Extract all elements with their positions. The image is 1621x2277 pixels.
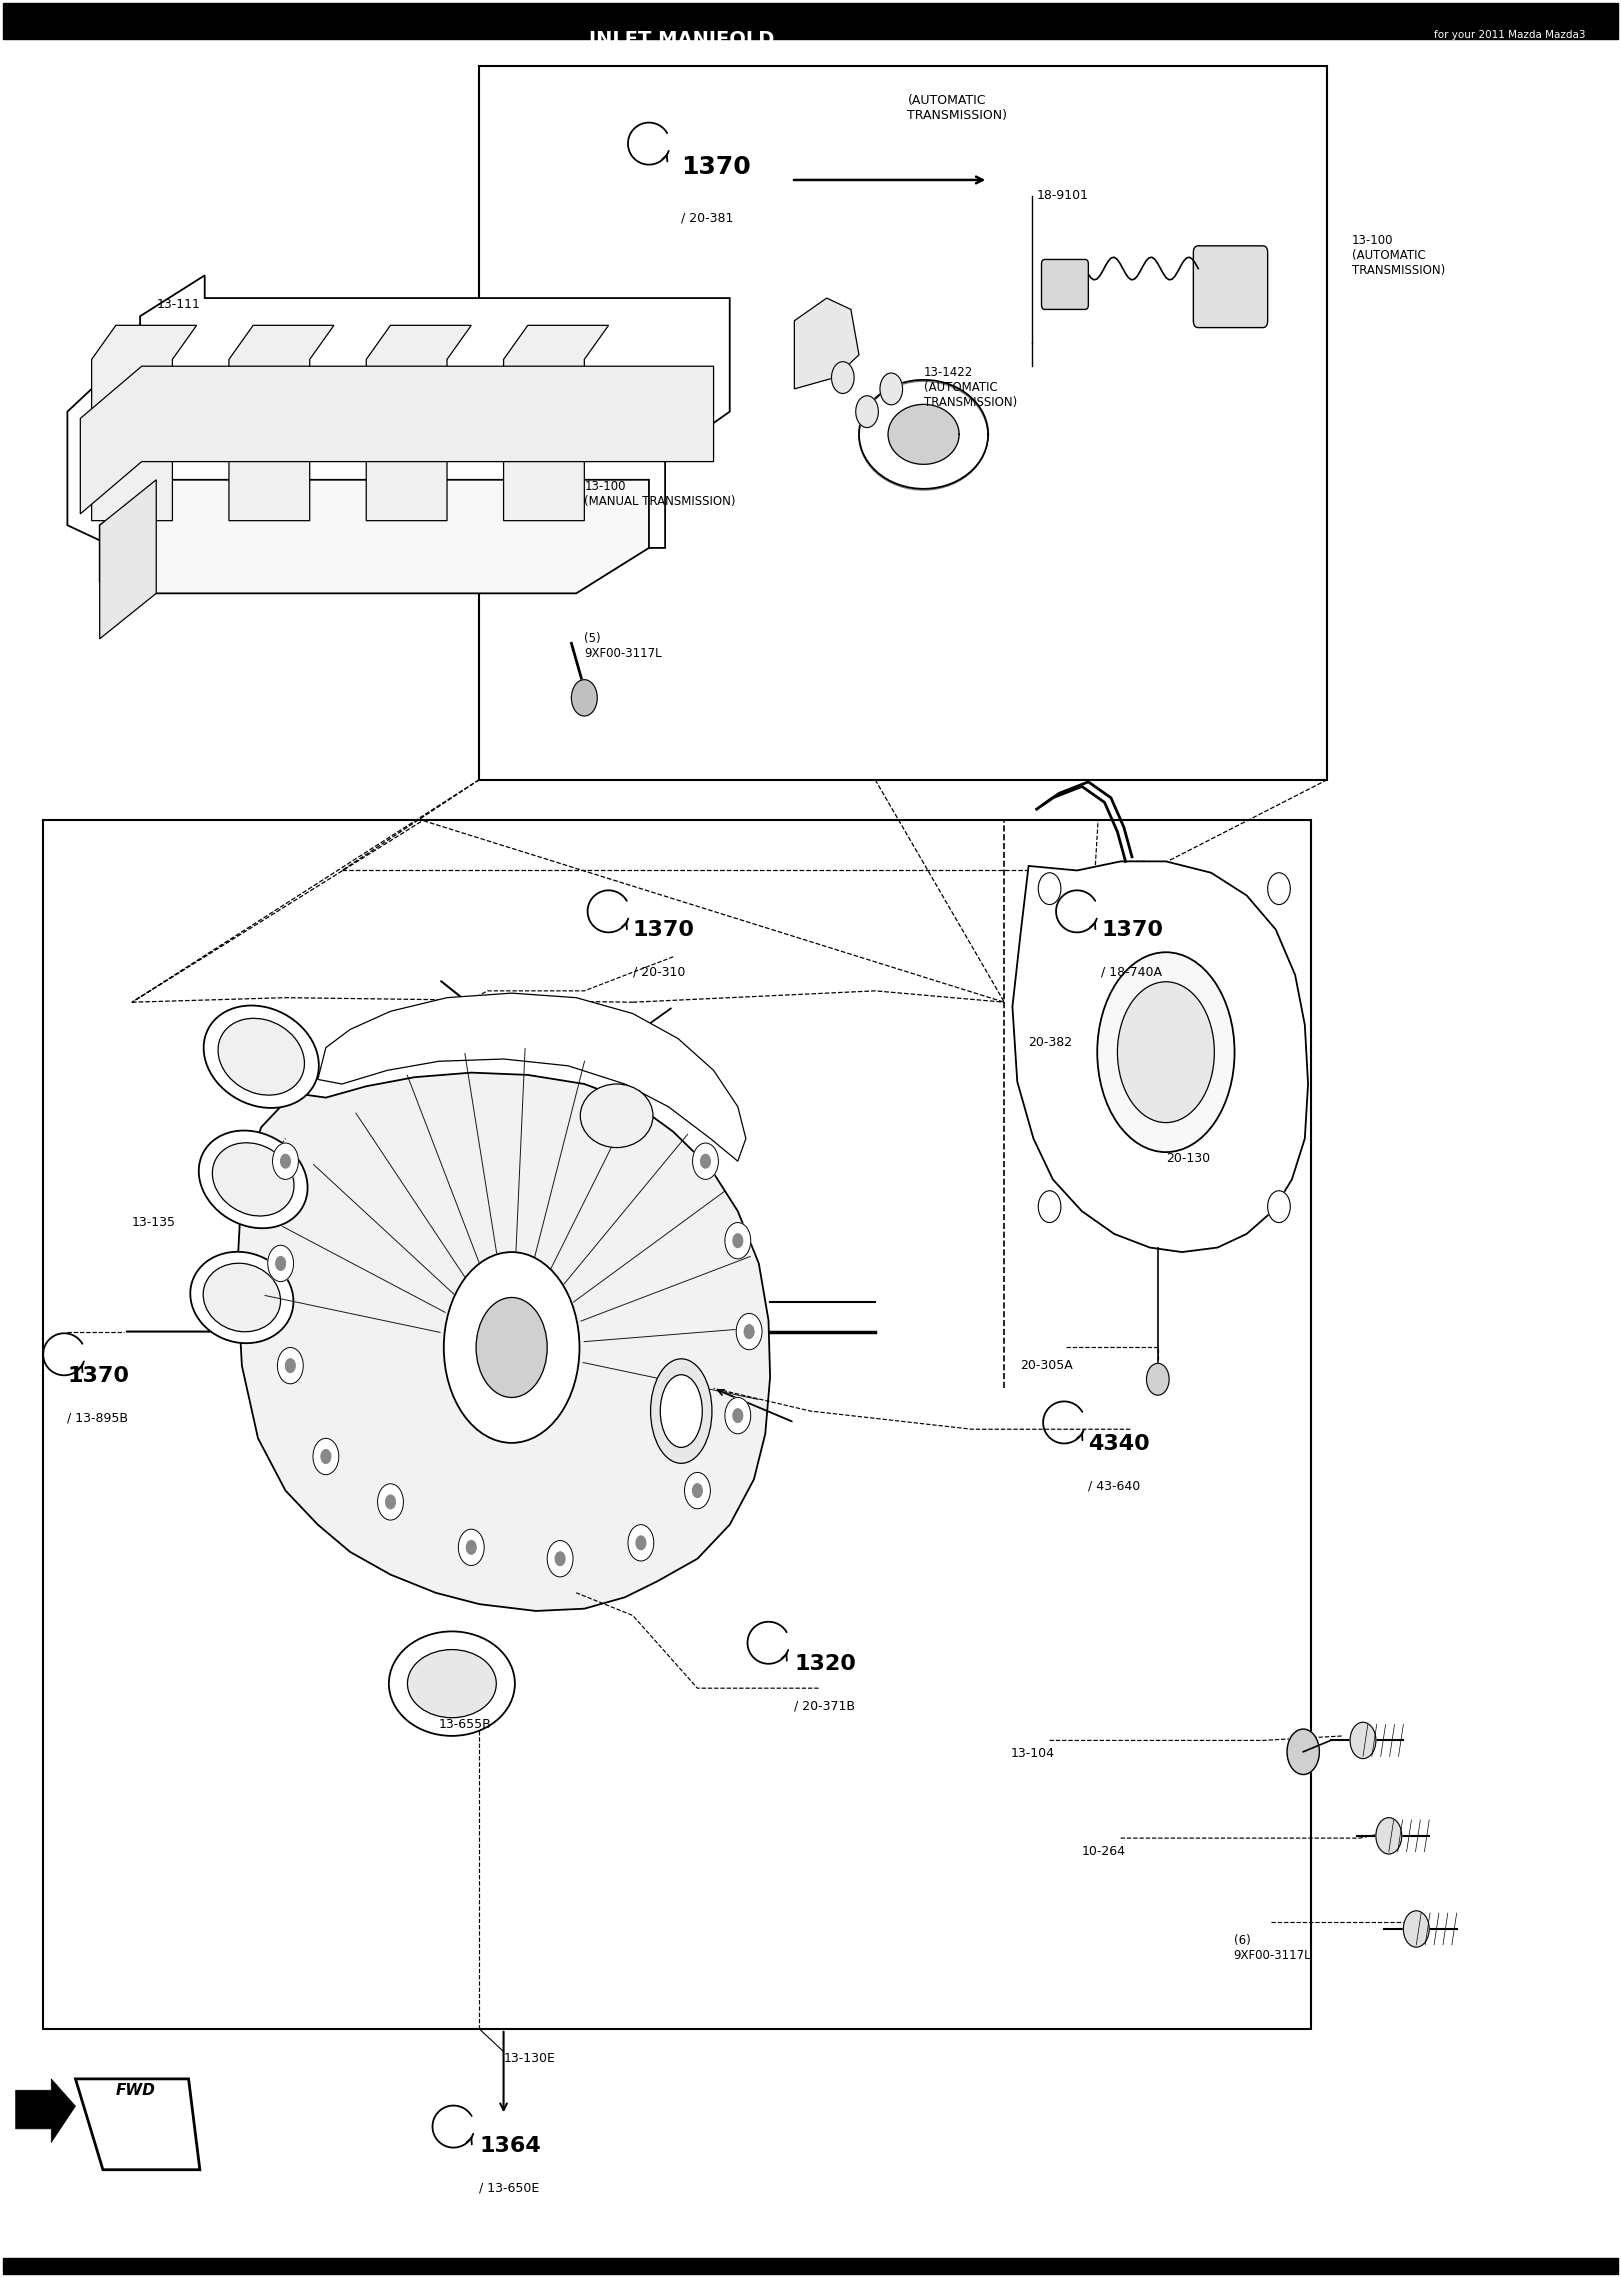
Text: 20-130: 20-130 [1165,1152,1209,1166]
Circle shape [572,679,597,715]
Circle shape [692,1485,702,1498]
Ellipse shape [407,1649,496,1717]
Circle shape [736,1314,762,1350]
Circle shape [832,362,854,394]
Ellipse shape [203,1264,280,1332]
Circle shape [1268,1191,1290,1223]
Text: 13-1422
(AUTOMATIC
TRANSMISSION): 13-1422 (AUTOMATIC TRANSMISSION) [924,367,1016,410]
Circle shape [744,1325,754,1339]
Polygon shape [318,993,746,1161]
Circle shape [733,1234,742,1248]
Polygon shape [794,298,859,389]
Polygon shape [1013,861,1308,1252]
Text: 13-100
(AUTOMATIC
TRANSMISSION): 13-100 (AUTOMATIC TRANSMISSION) [1352,235,1444,278]
Circle shape [386,1496,396,1510]
Text: / 13-650E: / 13-650E [480,2181,540,2195]
Circle shape [700,1154,710,1168]
Text: FWD: FWD [115,2083,156,2099]
Circle shape [627,1526,653,1562]
Bar [44,820,1311,2029]
Text: 1370: 1370 [632,920,695,940]
Circle shape [880,373,903,405]
Circle shape [280,1154,290,1168]
Text: / 43-640: / 43-640 [1088,1480,1141,1491]
Circle shape [285,1359,295,1373]
Circle shape [692,1143,718,1179]
Text: (5)
9XF00-3117L: (5) 9XF00-3117L [584,633,661,660]
Text: 13-100
(MANUAL TRANSMISSION): 13-100 (MANUAL TRANSMISSION) [584,480,736,508]
Circle shape [1404,1910,1430,1947]
Polygon shape [504,326,608,521]
Circle shape [1268,872,1290,904]
Polygon shape [101,480,156,640]
Text: / 13-895B: / 13-895B [68,1412,128,1423]
Bar [480,66,1328,779]
Text: 20-305A: 20-305A [1021,1359,1073,1371]
Text: (6)
9XF00-3117L: (6) 9XF00-3117L [1234,1933,1311,1960]
Text: 1370: 1370 [1101,920,1164,940]
Text: 13-130E: 13-130E [504,2052,556,2065]
Text: / 20-310: / 20-310 [632,965,686,979]
Circle shape [267,1246,293,1282]
Bar [3,2259,1618,2275]
Circle shape [548,1542,574,1578]
Circle shape [856,396,879,428]
Ellipse shape [219,1018,305,1095]
Circle shape [378,1485,404,1521]
Text: 1370: 1370 [681,155,751,180]
Text: / 20-381: / 20-381 [681,212,734,225]
Circle shape [1287,1728,1319,1774]
Polygon shape [888,405,960,465]
Ellipse shape [190,1252,293,1343]
Polygon shape [16,2079,76,2143]
Ellipse shape [660,1375,702,1448]
Circle shape [276,1257,285,1271]
Circle shape [313,1439,339,1475]
Circle shape [1376,1817,1402,1853]
Circle shape [725,1398,751,1435]
Circle shape [733,1409,742,1423]
Polygon shape [68,276,729,549]
Circle shape [1350,1721,1376,1758]
Polygon shape [81,367,713,515]
Circle shape [321,1450,331,1464]
Text: 13-135: 13-135 [131,1216,177,1230]
Ellipse shape [389,1630,515,1735]
Polygon shape [229,326,334,521]
Circle shape [467,1542,477,1555]
Text: INLET MANIFOLD: INLET MANIFOLD [588,30,773,50]
Circle shape [635,1537,645,1551]
Text: for your 2011 Mazda Mazda3: for your 2011 Mazda Mazda3 [1435,30,1585,41]
Text: 20-382: 20-382 [1029,1036,1073,1050]
Ellipse shape [212,1143,293,1216]
Circle shape [556,1553,566,1567]
Text: 4340: 4340 [1088,1435,1151,1453]
Circle shape [459,1530,485,1567]
Circle shape [1039,872,1060,904]
Text: 1364: 1364 [480,2136,541,2156]
Ellipse shape [1117,981,1214,1123]
FancyBboxPatch shape [1042,260,1088,310]
Circle shape [684,1473,710,1510]
FancyBboxPatch shape [1193,246,1268,328]
Circle shape [1146,1364,1169,1396]
Polygon shape [76,2079,199,2170]
Circle shape [444,1252,579,1444]
Ellipse shape [204,1006,319,1109]
Polygon shape [366,326,472,521]
Text: / 20-371B: / 20-371B [794,1699,856,1712]
Polygon shape [237,1072,770,1610]
Ellipse shape [650,1359,712,1464]
Text: / 18-740A: / 18-740A [1101,965,1162,979]
Polygon shape [101,480,648,594]
Circle shape [1039,1191,1060,1223]
Text: 10-264: 10-264 [1081,1844,1127,1858]
Ellipse shape [199,1132,308,1227]
Circle shape [272,1143,298,1179]
Text: 13-104: 13-104 [1012,1746,1055,1760]
Circle shape [277,1348,303,1384]
Text: (AUTOMATIC
TRANSMISSION): (AUTOMATIC TRANSMISSION) [908,93,1007,121]
Bar [3,2,1618,39]
Circle shape [725,1223,751,1259]
Circle shape [477,1298,548,1398]
